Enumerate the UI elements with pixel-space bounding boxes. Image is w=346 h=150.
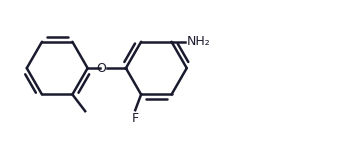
Text: O: O [97,62,106,75]
Text: NH₂: NH₂ [186,35,210,48]
Text: F: F [131,112,139,125]
